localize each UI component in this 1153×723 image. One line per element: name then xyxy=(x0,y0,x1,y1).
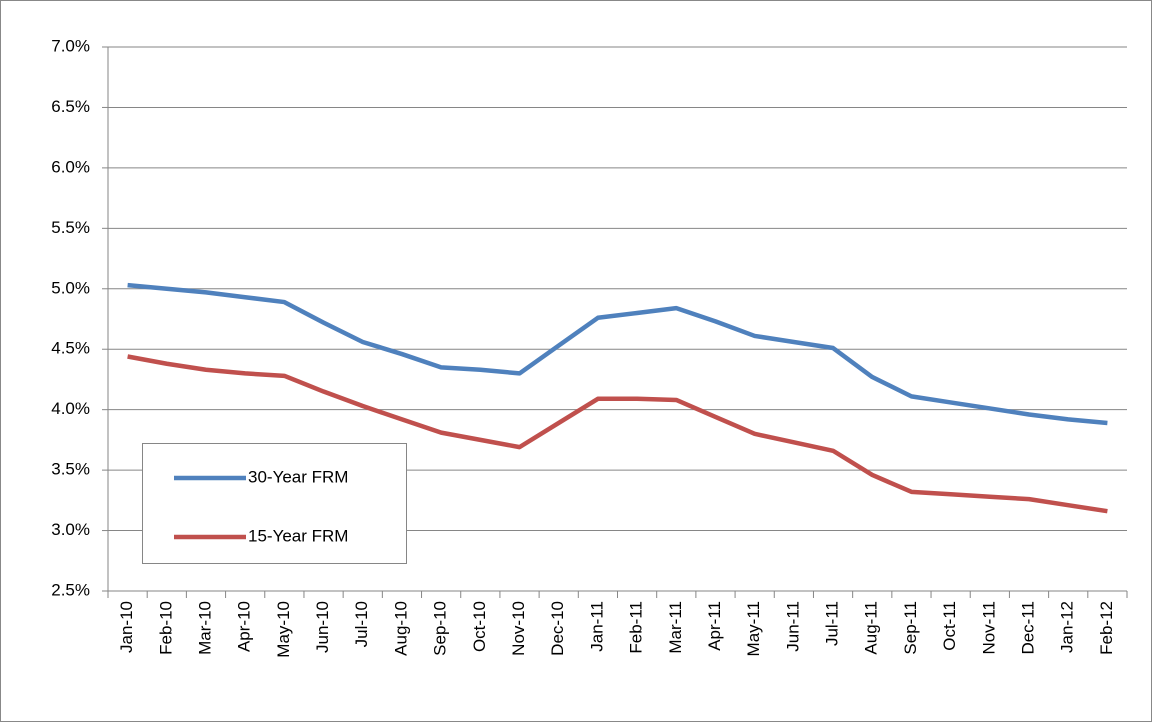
x-tick-label: Sep-11 xyxy=(901,601,920,655)
x-tick-label: May-11 xyxy=(744,601,763,656)
legend-label: 15-Year FRM xyxy=(248,526,348,545)
x-tick-label: Dec-10 xyxy=(548,601,567,656)
y-tick-label: 3.0% xyxy=(51,520,90,539)
x-tick-label: Jan-12 xyxy=(1058,601,1077,653)
x-tick-label: Jun-10 xyxy=(313,601,332,653)
x-tick-label: Sep-10 xyxy=(431,601,450,656)
x-tick-label: Oct-10 xyxy=(470,601,489,652)
y-tick-label: 5.5% xyxy=(51,218,90,237)
x-tick-label: Apr-10 xyxy=(235,601,254,652)
x-tick-label: Nov-10 xyxy=(509,601,528,656)
x-tick-label: Jul-10 xyxy=(352,601,371,647)
x-tick-label: Apr-11 xyxy=(705,601,724,651)
x-tick-label: Nov-11 xyxy=(979,601,998,655)
y-tick-label: 3.5% xyxy=(51,460,90,479)
x-tick-label: Feb-10 xyxy=(156,601,175,655)
x-tick-label: Oct-11 xyxy=(940,601,959,651)
series-line xyxy=(127,354,1108,514)
x-tick-label: Jun-11 xyxy=(783,601,802,652)
x-tick-label: Jul-11 xyxy=(823,601,842,646)
y-tick-label: 6.5% xyxy=(51,97,90,116)
x-tick-label: Aug-11 xyxy=(862,601,881,655)
x-tick-label: Mar-11 xyxy=(666,601,685,654)
y-tick-label: 7.0% xyxy=(51,36,90,55)
x-tick-label: Aug-10 xyxy=(391,601,410,656)
x-tick-label: Dec-11 xyxy=(1019,601,1038,655)
y-tick-label: 5.0% xyxy=(51,278,90,297)
x-tick-label: May-10 xyxy=(274,601,293,658)
legend-box xyxy=(142,443,407,564)
x-tick-label: Mar-10 xyxy=(195,601,214,655)
legend-label: 30-Year FRM xyxy=(248,467,348,486)
y-tick-label: 2.5% xyxy=(51,580,90,599)
y-tick-label: 6.0% xyxy=(51,157,90,176)
y-tick-label: 4.0% xyxy=(51,399,90,418)
x-tick-label: Jan-11 xyxy=(587,601,606,652)
series-line xyxy=(127,282,1108,426)
y-tick-label: 4.5% xyxy=(51,339,90,358)
x-tick-label: Feb-12 xyxy=(1097,601,1116,655)
x-tick-label: Jan-10 xyxy=(117,601,136,653)
x-tick-label: Feb-11 xyxy=(627,601,646,654)
